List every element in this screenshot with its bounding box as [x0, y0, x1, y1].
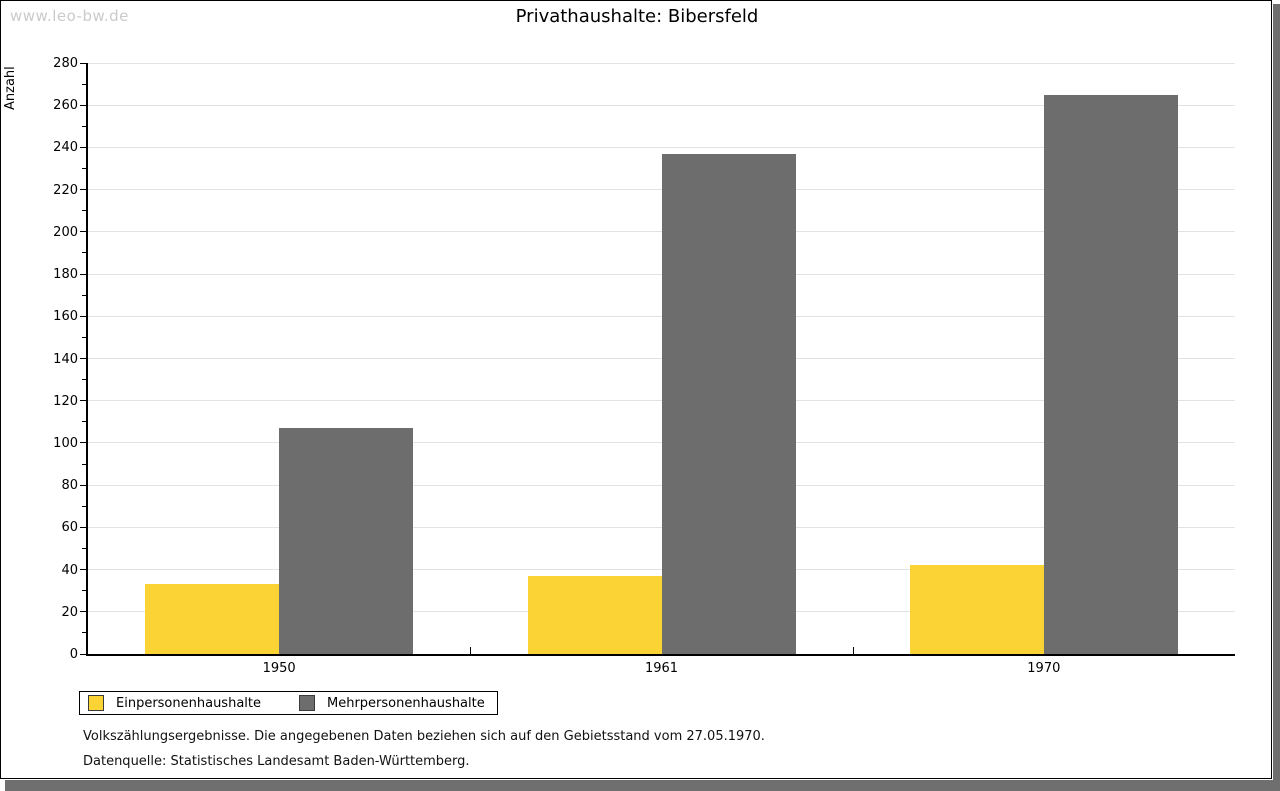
- y-minor-tick-130: [82, 379, 86, 381]
- y-tick-label-0: 0: [69, 647, 78, 662]
- y-minor-tick-10: [82, 632, 86, 634]
- legend-label-einpersonenhaushalte: Einpersonenhaushalte: [116, 695, 261, 711]
- y-tick-label-100: 100: [53, 435, 78, 451]
- bar-mehrpersonenhaushalte-1970: [1043, 94, 1178, 654]
- y-tick-80: [80, 484, 86, 486]
- y-tick-label-180: 180: [53, 267, 78, 283]
- legend: Einpersonenhaushalte Mehrpersonenhaushalt…: [79, 691, 498, 715]
- y-tick-label-40: 40: [61, 562, 78, 578]
- y-minor-tick-210: [82, 210, 86, 212]
- legend-item-mehrpersonenhaushalte: Mehrpersonenhaushalte: [299, 695, 485, 711]
- y-tick-160: [80, 315, 86, 317]
- y-tick-180: [80, 273, 86, 275]
- bar-mehrpersonenhaushalte-1950: [279, 428, 414, 654]
- y-minor-tick-230: [82, 168, 86, 170]
- y-tick-label-200: 200: [53, 224, 78, 240]
- frame-shadow-bottom: [5, 780, 1280, 791]
- y-tick-label-80: 80: [61, 478, 78, 494]
- bar-einpersonenhaushalte-1961: [527, 575, 662, 654]
- y-axis-title: Anzahl: [3, 66, 18, 110]
- bar-einpersonenhaushalte-1970: [909, 565, 1044, 654]
- y-minor-tick-30: [82, 590, 86, 592]
- y-tick-label-20: 20: [61, 604, 78, 620]
- y-tick-label-120: 120: [53, 393, 78, 409]
- y-tick-0: [80, 653, 86, 655]
- legend-swatch-einpersonenhaushalte: [88, 695, 104, 711]
- y-tick-220: [80, 189, 86, 191]
- y-tick-100: [80, 442, 86, 444]
- y-minor-tick-150: [82, 336, 86, 338]
- y-tick-120: [80, 400, 86, 402]
- y-tick-label-220: 220: [53, 182, 78, 198]
- y-tick-label-260: 260: [53, 98, 78, 114]
- y-tick-label-280: 280: [53, 56, 78, 71]
- y-minor-tick-110: [82, 421, 86, 423]
- x-tick-label-1970: 1970: [1027, 661, 1061, 676]
- y-minor-tick-70: [82, 505, 86, 507]
- bar-einpersonenhaushalte-1950: [145, 584, 280, 654]
- y-tick-label-240: 240: [53, 140, 78, 156]
- y-tick-260: [80, 104, 86, 106]
- x-boundary-tick-2: [852, 647, 854, 654]
- y-tick-label-140: 140: [53, 351, 78, 367]
- legend-label-mehrpersonenhaushalte: Mehrpersonenhaushalte: [327, 695, 485, 711]
- legend-item-einpersonenhaushalte: Einpersonenhaushalte: [88, 695, 261, 711]
- x-boundary-tick-1: [470, 647, 472, 654]
- y-minor-tick-270: [82, 83, 86, 85]
- footnote-datenquelle: Datenquelle: Statistisches Landesamt Bad…: [83, 754, 470, 769]
- y-tick-200: [80, 231, 86, 233]
- frame-shadow-right: [1273, 4, 1280, 791]
- chart-frame: www.leo-bw.de Privathaushalte: Bibersfel…: [0, 0, 1272, 779]
- gridline-260: [88, 104, 1235, 106]
- y-tick-240: [80, 146, 86, 148]
- x-tick-label-1950: 1950: [262, 661, 296, 676]
- y-tick-label-60: 60: [61, 520, 78, 536]
- gridline-240: [88, 146, 1235, 148]
- plot-area: 0 20 40 60 80 100 120 140 160 180 200 220 240 260 280 1…: [53, 56, 1235, 676]
- y-tick-20: [80, 611, 86, 613]
- y-minor-tick-170: [82, 294, 86, 296]
- y-minor-tick-250: [82, 125, 86, 127]
- y-tick-280: [80, 62, 86, 64]
- bar-mehrpersonenhaushalte-1961: [661, 153, 796, 654]
- y-tick-140: [80, 358, 86, 359]
- watermark: www.leo-bw.de: [10, 7, 129, 25]
- gridline-280: [88, 62, 1235, 64]
- y-minor-tick-50: [82, 547, 86, 549]
- y-tick-label-160: 160: [53, 309, 78, 325]
- y-tick-40: [80, 569, 86, 571]
- y-minor-tick-90: [82, 463, 86, 465]
- y-tick-60: [80, 526, 86, 528]
- legend-swatch-mehrpersonenhaushalte: [299, 695, 315, 711]
- chart-title: Privathaushalte: Bibersfeld: [515, 6, 759, 27]
- y-minor-tick-190: [82, 252, 86, 254]
- footnote-gebietsstand: Volkszählungsergebnisse. Die angegebenen…: [83, 729, 765, 744]
- x-tick-label-1961: 1961: [644, 661, 679, 676]
